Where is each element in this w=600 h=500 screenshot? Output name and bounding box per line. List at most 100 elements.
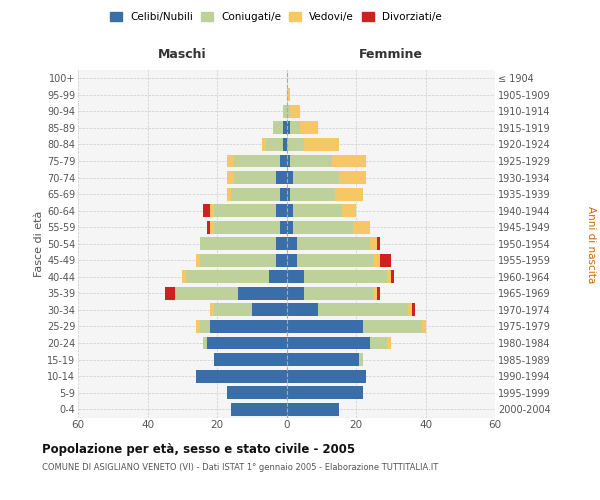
Bar — [276, 238, 287, 250]
Bar — [370, 336, 387, 349]
Bar — [287, 238, 297, 250]
Bar — [338, 171, 367, 184]
Bar — [290, 122, 301, 134]
Bar — [297, 238, 370, 250]
Bar — [200, 254, 276, 267]
Bar — [287, 88, 290, 102]
Bar — [293, 220, 353, 234]
Bar — [206, 220, 210, 234]
Bar — [293, 204, 342, 217]
Bar — [359, 353, 363, 366]
Bar — [235, 171, 276, 184]
Bar — [297, 254, 373, 267]
Bar — [186, 270, 269, 283]
Bar — [165, 287, 175, 300]
Bar — [287, 122, 290, 134]
Text: Popolazione per età, sesso e stato civile - 2005: Popolazione per età, sesso e stato civil… — [42, 442, 355, 456]
Bar — [210, 320, 287, 333]
Bar — [196, 254, 200, 267]
Bar — [373, 254, 380, 267]
Bar — [231, 188, 280, 200]
Bar — [287, 220, 293, 234]
Text: Anni di nascita: Anni di nascita — [586, 206, 596, 284]
Bar — [287, 204, 293, 217]
Text: Maschi: Maschi — [158, 48, 206, 62]
Bar — [377, 238, 380, 250]
Legend: Celibi/Nubili, Coniugati/e, Vedovi/e, Divorziati/e: Celibi/Nubili, Coniugati/e, Vedovi/e, Di… — [106, 8, 446, 26]
Bar — [175, 287, 238, 300]
Bar — [287, 336, 370, 349]
Bar — [210, 204, 214, 217]
Bar — [287, 403, 338, 415]
Bar — [335, 188, 363, 200]
Bar — [272, 122, 283, 134]
Bar — [380, 254, 391, 267]
Bar — [227, 188, 231, 200]
Bar — [214, 304, 252, 316]
Bar — [276, 204, 287, 217]
Bar — [280, 154, 287, 168]
Bar — [387, 336, 391, 349]
Bar — [412, 304, 415, 316]
Bar — [287, 270, 304, 283]
Text: Femmine: Femmine — [359, 48, 423, 62]
Bar — [200, 238, 276, 250]
Y-axis label: Fasce di età: Fasce di età — [34, 210, 44, 277]
Bar — [266, 138, 283, 151]
Bar — [353, 220, 370, 234]
Bar — [373, 287, 377, 300]
Bar — [214, 220, 280, 234]
Bar — [200, 320, 210, 333]
Bar — [377, 287, 380, 300]
Bar — [276, 171, 287, 184]
Bar — [318, 304, 408, 316]
Text: COMUNE DI ASIGLIANO VENETO (VI) - Dati ISTAT 1° gennaio 2005 - Elaborazione TUTT: COMUNE DI ASIGLIANO VENETO (VI) - Dati I… — [42, 462, 438, 471]
Bar — [283, 105, 287, 118]
Bar — [283, 122, 287, 134]
Bar — [287, 171, 293, 184]
Bar — [214, 204, 276, 217]
Bar — [301, 122, 318, 134]
Bar — [206, 336, 287, 349]
Bar — [290, 154, 332, 168]
Bar — [304, 270, 387, 283]
Bar — [287, 386, 363, 399]
Bar — [227, 386, 287, 399]
Bar — [287, 188, 290, 200]
Bar — [391, 270, 394, 283]
Bar — [422, 320, 425, 333]
Bar — [280, 220, 287, 234]
Bar — [332, 154, 367, 168]
Bar — [280, 188, 287, 200]
Bar — [227, 154, 235, 168]
Bar — [210, 304, 214, 316]
Bar — [342, 204, 356, 217]
Bar — [304, 287, 373, 300]
Bar — [262, 138, 266, 151]
Bar — [182, 270, 186, 283]
Bar — [203, 336, 206, 349]
Bar — [287, 254, 297, 267]
Bar — [408, 304, 412, 316]
Bar — [227, 171, 235, 184]
Bar — [252, 304, 287, 316]
Bar — [231, 403, 287, 415]
Bar — [287, 370, 367, 382]
Bar — [304, 138, 338, 151]
Bar — [287, 154, 290, 168]
Bar — [287, 138, 304, 151]
Bar — [287, 287, 304, 300]
Bar — [276, 254, 287, 267]
Bar — [210, 220, 214, 234]
Bar — [287, 320, 363, 333]
Bar — [214, 353, 287, 366]
Bar — [290, 105, 301, 118]
Bar — [287, 353, 359, 366]
Bar — [235, 154, 280, 168]
Bar — [370, 238, 377, 250]
Bar — [287, 304, 318, 316]
Bar — [196, 370, 287, 382]
Bar — [287, 105, 290, 118]
Bar — [293, 171, 338, 184]
Bar — [196, 320, 200, 333]
